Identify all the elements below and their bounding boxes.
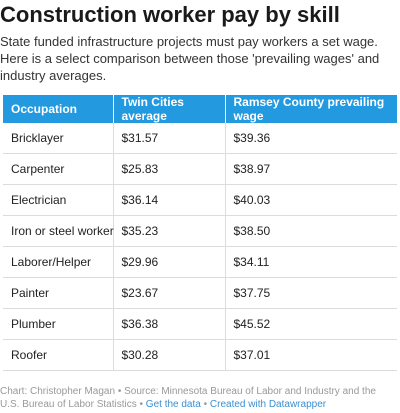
cell-twin-cities-average: $29.96 xyxy=(112,246,225,278)
table-header-row: Occupation Twin Cities average Ramsey Co… xyxy=(3,95,397,123)
table-row: Iron or steel worker $35.23 $38.50 xyxy=(3,215,397,247)
cell-twin-cities-average: $36.14 xyxy=(112,184,225,216)
table-row: Painter $23.67 $37.75 xyxy=(3,277,397,309)
cell-twin-cities-average: $35.23 xyxy=(112,215,225,247)
cell-twin-cities-average: $31.57 xyxy=(112,123,225,154)
cell-occupation: Roofer xyxy=(3,339,113,371)
cell-occupation: Plumber xyxy=(3,308,113,340)
cell-twin-cities-average: $23.67 xyxy=(112,277,225,309)
cell-prevailing-wage: $45.52 xyxy=(224,308,397,340)
table-row: Roofer $30.28 $37.01 xyxy=(3,339,397,371)
table-row: Carpenter $25.83 $38.97 xyxy=(3,153,397,185)
cell-occupation: Laborer/Helper xyxy=(3,246,113,278)
cell-occupation: Painter xyxy=(3,277,113,309)
cell-prevailing-wage: $37.01 xyxy=(224,339,397,371)
cell-prevailing-wage: $38.50 xyxy=(224,215,397,247)
cell-prevailing-wage: $34.11 xyxy=(224,246,397,278)
get-the-data-link[interactable]: Get the data xyxy=(145,399,201,410)
chart-footer: Chart: Christopher Magan • Source: Minne… xyxy=(0,385,398,411)
table-row: Bricklayer $31.57 $39.36 xyxy=(3,123,397,154)
cell-twin-cities-average: $36.38 xyxy=(112,308,225,340)
cell-occupation: Electrician xyxy=(3,184,113,216)
table-row: Electrician $36.14 $40.03 xyxy=(3,184,397,216)
source-credit: Chart: Christopher Magan • Source: Minne… xyxy=(0,386,376,410)
created-with-datawrapper-link[interactable]: Created with Datawrapper xyxy=(209,399,327,410)
cell-prevailing-wage: $40.03 xyxy=(224,184,397,216)
wage-table: Occupation Twin Cities average Ramsey Co… xyxy=(3,95,397,371)
cell-prevailing-wage: $39.36 xyxy=(224,123,397,154)
column-header-occupation[interactable]: Occupation xyxy=(3,95,113,123)
cell-occupation: Iron or steel worker xyxy=(3,215,114,247)
column-header-ramsey-county-prevailing-wage[interactable]: Ramsey County prevailing wage xyxy=(224,95,397,123)
table-row: Plumber $36.38 $45.52 xyxy=(3,308,397,340)
cell-twin-cities-average: $30.28 xyxy=(112,339,225,371)
cell-prevailing-wage: $37.75 xyxy=(224,277,397,309)
column-header-twin-cities-average[interactable]: Twin Cities average xyxy=(112,95,225,123)
cell-twin-cities-average: $25.83 xyxy=(112,153,225,185)
footer-separator: • xyxy=(203,399,208,410)
cell-prevailing-wage: $38.97 xyxy=(224,153,397,185)
table-row: Laborer/Helper $29.96 $34.11 xyxy=(3,246,397,278)
cell-occupation: Bricklayer xyxy=(3,123,113,154)
cell-occupation: Carpenter xyxy=(3,153,113,185)
chart-title: Construction worker pay by skill xyxy=(0,2,340,27)
chart-subtitle: State funded infrastructure projects mus… xyxy=(0,34,380,83)
